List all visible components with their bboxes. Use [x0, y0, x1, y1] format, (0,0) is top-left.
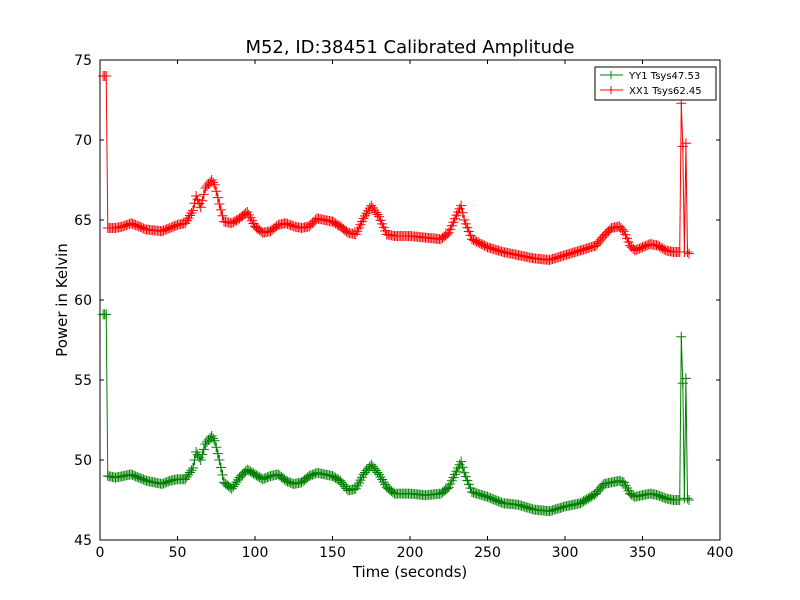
legend-box — [594, 66, 717, 101]
data-point — [460, 218, 471, 229]
data-point — [618, 477, 629, 488]
x-tick-label: 350 — [629, 545, 656, 561]
data-point — [378, 477, 389, 488]
data-point — [456, 456, 467, 467]
data-point — [622, 483, 632, 493]
data-point — [184, 210, 195, 221]
data-point — [214, 199, 225, 209]
data-point — [680, 138, 691, 149]
data-point — [214, 455, 225, 465]
data-point — [211, 442, 222, 453]
data-point — [198, 189, 209, 200]
y-tick-label: 70 — [74, 133, 92, 149]
series-yy1 — [98, 309, 694, 517]
data-point — [197, 449, 208, 460]
data-point — [372, 209, 383, 220]
data-point — [195, 202, 206, 213]
data-point — [462, 222, 473, 233]
series-line — [103, 313, 690, 512]
data-point — [101, 71, 112, 81]
data-point — [215, 462, 226, 473]
data-point — [674, 495, 685, 505]
data-point — [186, 465, 197, 476]
data-point — [209, 435, 220, 446]
plot-frame — [99, 59, 721, 541]
data-point — [212, 448, 223, 459]
legend-item: XX1 Tsys62.45 — [600, 86, 702, 97]
x-tick-label: 0 — [96, 545, 105, 561]
legend-label: YY1 Tsys47.53 — [628, 71, 700, 82]
plot-area — [98, 71, 694, 517]
data-point — [208, 433, 219, 444]
data-point — [217, 210, 228, 221]
data-point — [186, 207, 197, 218]
y-axis-ticks: 45 50 55 60 65 70 75 — [74, 53, 720, 549]
data-point — [676, 331, 687, 342]
data-point — [188, 463, 198, 473]
data-point — [463, 226, 474, 237]
data-point — [456, 200, 467, 211]
data-point — [460, 471, 471, 482]
data-point — [457, 207, 468, 218]
x-tick-label: 250 — [474, 545, 501, 561]
x-tick-label: 100 — [242, 545, 269, 561]
data-point — [181, 215, 192, 226]
data-point — [198, 444, 209, 455]
y-tick-label: 50 — [74, 453, 92, 469]
data-point — [195, 455, 206, 465]
x-tick-label: 150 — [319, 545, 346, 561]
data-point — [358, 213, 369, 224]
data-point — [360, 210, 371, 221]
legend: YY1 Tsys47.53 XX1 Tsys62.45 — [594, 66, 717, 101]
data-point — [211, 186, 222, 197]
data-point — [377, 474, 388, 485]
data-point — [682, 493, 693, 504]
data-point — [361, 208, 372, 219]
data-point — [197, 195, 208, 206]
y-axis-label: Power in Kelvin — [53, 243, 71, 357]
data-point — [620, 480, 631, 491]
legend-label: XX1 Tsys62.45 — [629, 86, 702, 97]
data-point — [183, 213, 194, 224]
data-point — [188, 205, 198, 216]
y-tick-label: 65 — [74, 213, 92, 229]
data-point — [375, 471, 386, 482]
legend-marker — [607, 71, 615, 79]
data-point — [463, 479, 474, 490]
data-point — [180, 218, 191, 229]
chart-title: M52, ID:38451 Calibrated Amplitude — [245, 37, 574, 58]
data-point — [682, 247, 693, 257]
data-point — [191, 447, 202, 457]
x-tick-label: 300 — [552, 545, 579, 561]
data-point — [684, 248, 694, 259]
data-point — [215, 204, 226, 215]
data-point — [459, 215, 470, 225]
data-point — [680, 373, 691, 384]
legend-item: YY1 Tsys47.53 — [600, 71, 700, 82]
data-point — [457, 462, 468, 473]
x-tick-label: 50 — [169, 545, 187, 561]
y-tick-label: 55 — [74, 373, 92, 389]
data-point — [209, 179, 220, 190]
legend-marker — [607, 86, 615, 94]
data-point — [374, 469, 384, 480]
x-axis-ticks: 0 50 100 150 200 250 300 350 400 — [96, 60, 734, 561]
data-point — [459, 467, 470, 478]
data-point — [208, 177, 219, 188]
y-tick-label: 60 — [74, 293, 92, 309]
data-point — [684, 495, 694, 505]
data-point — [217, 469, 228, 480]
data-point — [212, 192, 223, 203]
y-tick-label: 45 — [74, 533, 92, 549]
x-tick-label: 200 — [397, 545, 424, 561]
x-tick-label: 400 — [707, 545, 734, 561]
y-tick-label: 75 — [74, 53, 92, 69]
x-axis-label: Time (seconds) — [352, 563, 468, 581]
data-point — [462, 475, 473, 486]
data-point — [101, 309, 112, 320]
data-point — [617, 224, 628, 235]
